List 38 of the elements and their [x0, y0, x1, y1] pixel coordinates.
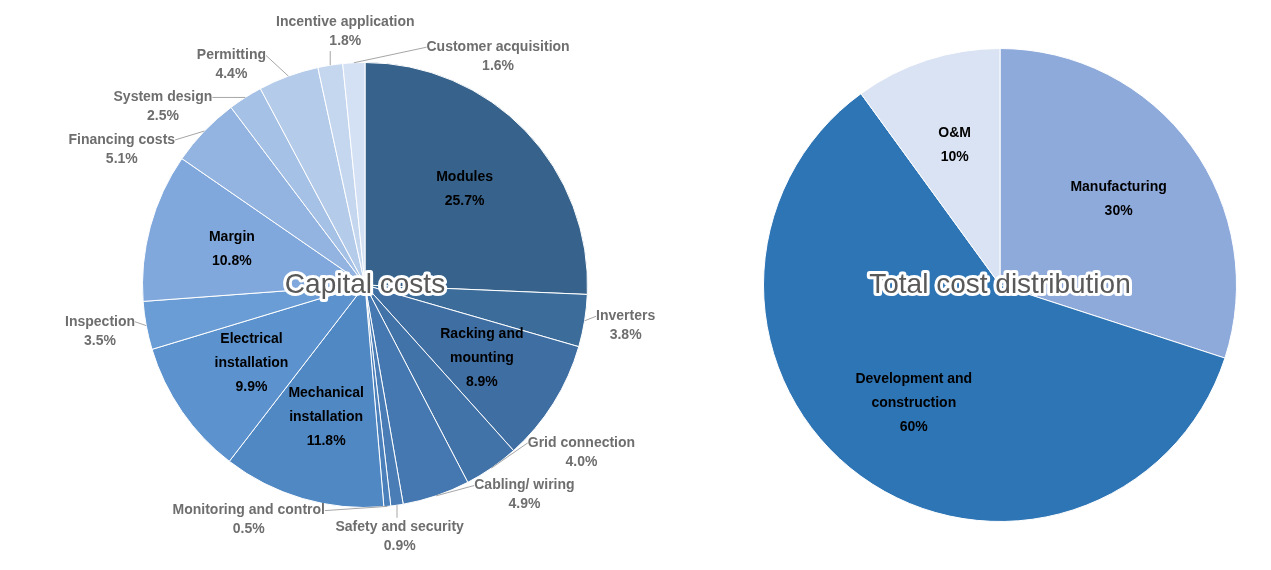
slice-label: Racking and mounting: [440, 325, 524, 366]
slice-label: Cabling/ wiring: [474, 476, 575, 493]
data-label: 8.9%: [465, 373, 499, 390]
slice-label: Monitoring and control: [172, 501, 325, 518]
data-label: 4.4%: [215, 65, 248, 82]
data-label: 1.8%: [329, 32, 362, 49]
slice-label: Manufacturing: [1070, 177, 1167, 194]
data-label: 3.8%: [609, 326, 643, 343]
data-label: 0.9%: [383, 537, 417, 554]
data-label: 5.1%: [105, 149, 139, 166]
data-label: 25.7%: [444, 192, 485, 209]
data-label: 4.9%: [508, 495, 541, 512]
data-label: 30%: [1104, 201, 1134, 218]
data-label: 11.8%: [306, 432, 347, 449]
slice-label: Modules: [436, 168, 494, 185]
data-label: 0.5%: [232, 520, 266, 537]
data-label: 60%: [899, 418, 929, 435]
data-label: 4.0%: [565, 452, 598, 469]
slice-label: System design: [113, 88, 213, 105]
data-label: 9.9%: [235, 378, 268, 395]
data-label: 2.5%: [146, 107, 180, 124]
slice-label: Inverters: [596, 307, 656, 324]
data-label: 10.8%: [212, 251, 253, 268]
slice-label: Customer acquisition: [426, 38, 570, 55]
data-label: 3.5%: [84, 331, 117, 348]
slice-label: Financing costs: [68, 130, 176, 147]
slice-label: Margin: [208, 227, 255, 244]
slice-label: Grid connection: [527, 433, 636, 450]
slice-label: O&M: [938, 124, 972, 141]
slice-label: Permitting: [196, 46, 267, 63]
data-label: 10%: [940, 148, 970, 165]
slice-label: Inspection: [65, 312, 136, 329]
slice-label: Mechanical installation: [288, 384, 364, 425]
slice-label: Safety and security: [335, 518, 465, 535]
data-label: 1.6%: [482, 57, 515, 74]
slice-label: Incentive application: [276, 13, 415, 30]
slice-label: Development and construction: [855, 370, 973, 411]
slice-label: Electrical installation: [214, 330, 289, 371]
